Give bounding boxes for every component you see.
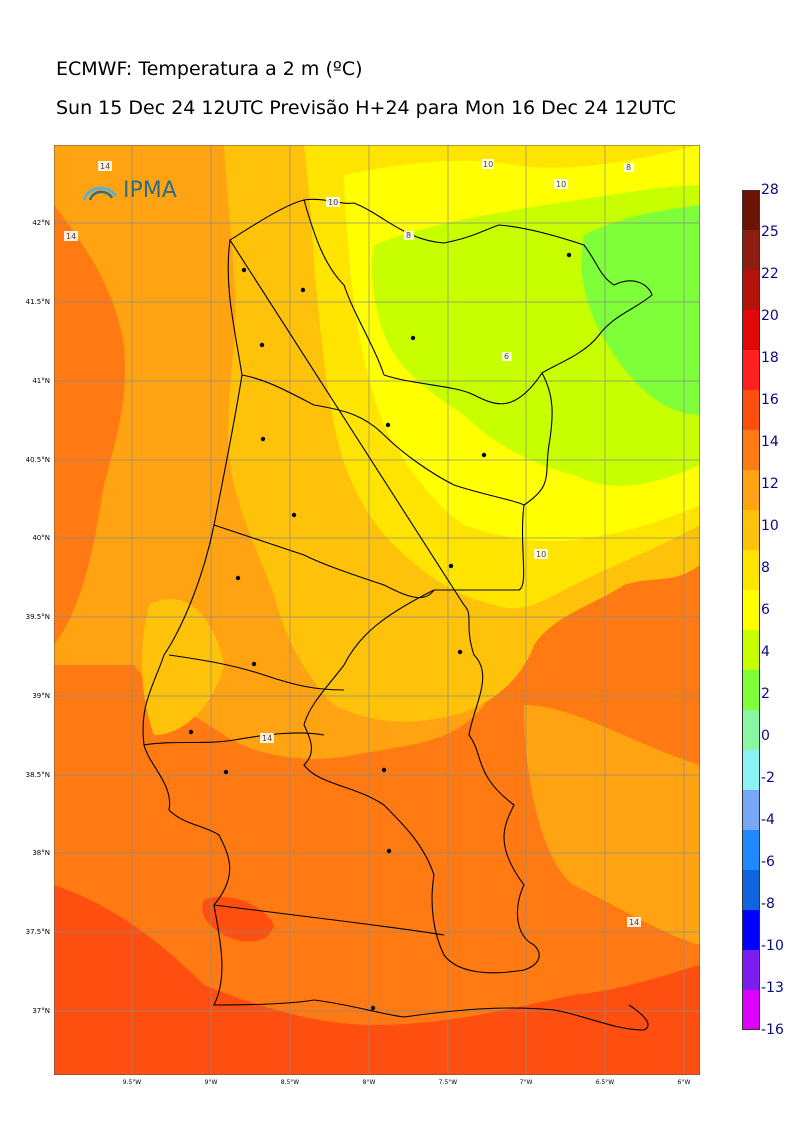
lat-label: 41°N (32, 377, 50, 385)
map-subtitle: Sun 15 Dec 24 12UTC Previsão H+24 para M… (56, 97, 677, 119)
colorbar-label: 4 (761, 644, 770, 660)
lat-label: 37.5°N (25, 928, 50, 936)
colorbar-swatch (742, 230, 760, 271)
contour-label: 10 (556, 180, 566, 189)
contour-label: 14 (100, 162, 110, 171)
map-band-2-4 (689, 254, 698, 275)
colorbar-swatch (742, 950, 760, 991)
colorbar-swatch (742, 430, 760, 471)
colorbar-label: 28 (761, 182, 779, 198)
colorbar-swatch (742, 670, 760, 711)
ipma-logo-icon (82, 186, 118, 201)
colorbar-label: -13 (761, 980, 784, 996)
lat-label: 40.5°N (25, 456, 50, 464)
lon-label: 7.5°W (438, 1079, 458, 1086)
colorbar-label: 0 (761, 728, 770, 744)
colorbar-swatch (742, 910, 760, 951)
lat-label: 39°N (32, 692, 50, 700)
colorbar-swatch (742, 510, 760, 551)
colorbar-swatch (742, 710, 760, 751)
colorbar-swatch (742, 270, 760, 311)
lat-label: 39.5°N (25, 613, 50, 621)
colorbar-swatch (742, 350, 760, 391)
lon-label: 8.5°W (280, 1079, 300, 1086)
colorbar-label: -8 (761, 896, 775, 912)
colorbar-frame (742, 190, 760, 1030)
contour-label: 14 (262, 734, 272, 743)
colorbar-swatch (742, 190, 760, 231)
lat-label: 41.5°N (25, 298, 50, 306)
contour-label: 10 (536, 550, 546, 559)
map-band-16-18 (54, 885, 700, 1075)
colorbar (742, 190, 760, 1030)
colorbar-label: 12 (761, 476, 779, 492)
lon-label: 8°W (362, 1079, 376, 1086)
lon-label: 9°W (204, 1079, 218, 1086)
colorbar-label: -16 (761, 1022, 784, 1038)
contour-label: 6 (504, 352, 509, 361)
colorbar-label: -4 (761, 812, 775, 828)
lon-label: 6.5°W (595, 1079, 615, 1086)
map-band-16-18 (202, 896, 274, 942)
lat-label: 38°N (32, 849, 50, 857)
colorbar-label: -6 (761, 854, 775, 870)
graticule (54, 145, 700, 1075)
colorbar-swatch (742, 750, 760, 791)
colorbar-swatch (742, 550, 760, 591)
colorbar-swatch (742, 790, 760, 831)
map-band-10-12 (142, 598, 224, 735)
colorbar-label: 22 (761, 266, 779, 282)
colorbar-label: 14 (761, 434, 779, 450)
colorbar-swatch (742, 990, 760, 1030)
colorbar-label: 20 (761, 308, 779, 324)
ipma-logo-text: IPMA (123, 178, 177, 203)
colorbar-label: 16 (761, 392, 779, 408)
colorbar-swatch (742, 390, 760, 431)
lon-label: 9.5°W (122, 1079, 142, 1086)
map-band-12-14 (524, 705, 700, 945)
contour-label: 8 (626, 163, 631, 172)
colorbar-swatch (742, 830, 760, 871)
colorbar-label: 25 (761, 224, 779, 240)
map-band-14-16 (54, 205, 125, 645)
colorbar-label: 18 (761, 350, 779, 366)
colorbar-swatch (742, 870, 760, 911)
colorbar-swatch (742, 470, 760, 511)
colorbar-label: -2 (761, 770, 775, 786)
contour-label: 8 (406, 231, 411, 240)
lat-label: 40°N (32, 534, 50, 542)
colorbar-label: -10 (761, 938, 784, 954)
lat-label: 42°N (32, 219, 50, 227)
contour-label: 14 (66, 232, 76, 241)
lat-label: 37°N (32, 1007, 50, 1015)
map-band-2-4 (581, 205, 700, 415)
colorbar-label: 10 (761, 518, 779, 534)
portugal-border (142, 198, 653, 1031)
colorbar-swatch (742, 310, 760, 351)
map-title: ECMWF: Temperatura a 2 m (ºC) (56, 58, 363, 80)
lon-label: 6°W (677, 1079, 691, 1086)
colorbar-label: 8 (761, 560, 770, 576)
lon-label: 7°W (519, 1079, 533, 1086)
city-markers (188, 252, 572, 1011)
lat-label: 38.5°N (25, 771, 50, 779)
contour-label: 14 (629, 918, 639, 927)
colorbar-swatch (742, 630, 760, 671)
colorbar-label: 6 (761, 602, 770, 618)
contour-label: 10 (328, 198, 338, 207)
colorbar-label: 2 (761, 686, 770, 702)
contour-label: 10 (483, 160, 493, 169)
temperature-map: 14 10 10 8 10 8 6 14 14 14 10 (54, 145, 700, 1075)
colorbar-swatch (742, 590, 760, 631)
